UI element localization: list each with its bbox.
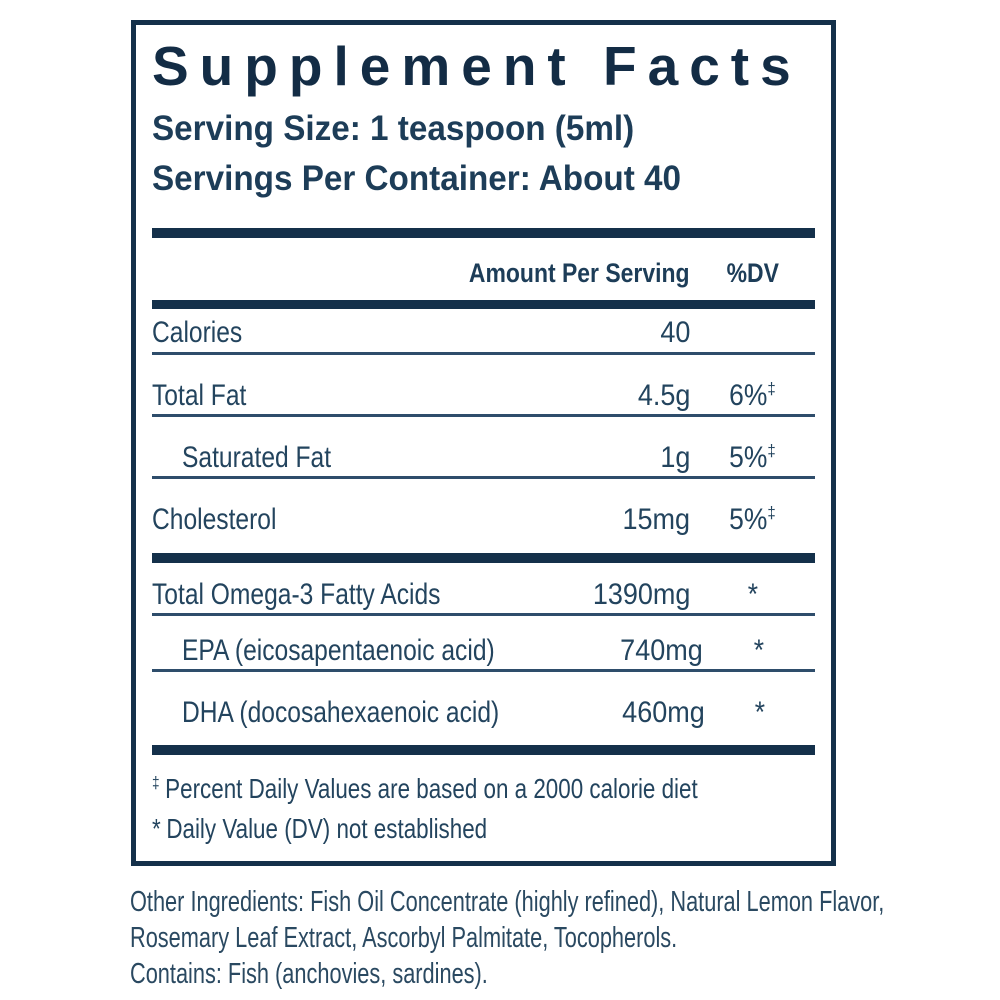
below-label-text: Other Ingredients: Fish Oil Concentrate … bbox=[130, 884, 1000, 992]
amount-per-serving-header: Amount Per Serving bbox=[469, 258, 690, 288]
footnote-asterisk: * Daily Value (DV) not established bbox=[152, 809, 682, 849]
table-row: Total Omega-3 Fatty Acids 1390mg * bbox=[152, 563, 815, 616]
table-row: EPA (eicosapentaenoic acid) 740mg * bbox=[152, 616, 815, 672]
row-amount: 1390mg bbox=[592, 578, 690, 611]
row-dv: * bbox=[754, 696, 766, 729]
table-row: Calories 40 bbox=[152, 309, 815, 355]
other-ingredients-line-1: Other Ingredients: Fish Oil Concentrate … bbox=[130, 886, 885, 918]
row-amount: 15mg bbox=[622, 503, 690, 536]
serving-info: Serving Size: 1 teaspoon (5ml) Servings … bbox=[152, 104, 815, 204]
row-amount: 40 bbox=[659, 316, 690, 349]
row-dv bbox=[690, 318, 815, 348]
supplement-facts-title: Supplement Facts bbox=[152, 35, 802, 97]
row-dv: 6%‡ bbox=[729, 379, 776, 412]
row-label: Total Omega-3 Fatty Acids bbox=[152, 578, 441, 611]
row-dv: 5%‡ bbox=[729, 503, 776, 536]
bottom-thick-divider bbox=[152, 745, 815, 755]
column-headers: Amount Per Serving %DV bbox=[152, 238, 815, 300]
footnote-dagger: ‡ Percent Daily Values are based on a 200… bbox=[152, 769, 698, 809]
row-amount: 740mg bbox=[620, 634, 703, 667]
row-label: Cholesterol bbox=[152, 503, 277, 536]
table-row: Cholesterol 15mg 5%‡ bbox=[152, 479, 815, 553]
asterisk-mark: * bbox=[152, 813, 161, 844]
footnote-dagger-text: Percent Daily Values are based on a 2000… bbox=[165, 773, 698, 804]
row-label: Total Fat bbox=[152, 379, 247, 412]
row-dv: * bbox=[753, 634, 764, 667]
other-ingredients-line-2: Rosemary Leaf Extract, Ascorbyl Palmitat… bbox=[130, 922, 678, 954]
label-box: Supplement Facts Serving Size: 1 teaspoo… bbox=[131, 20, 836, 866]
top-thick-divider bbox=[152, 228, 815, 238]
serving-size: Serving Size: 1 teaspoon (5ml) bbox=[152, 109, 635, 148]
contains-statement: Contains: Fish (anchovies, sardines). bbox=[130, 958, 488, 990]
row-label: Calories bbox=[152, 316, 243, 349]
servings-per-container: Servings Per Container: About 40 bbox=[152, 159, 682, 198]
percent-dv-header: %DV bbox=[726, 258, 779, 288]
row-amount: 460mg bbox=[622, 696, 706, 729]
mid-thick-divider bbox=[152, 553, 815, 563]
row-label: Saturated Fat bbox=[182, 441, 332, 474]
dagger-mark: ‡ bbox=[152, 772, 160, 792]
table-row: Saturated Fat 1g 5%‡ bbox=[152, 417, 815, 479]
table-row: Total Fat 4.5g 6%‡ bbox=[152, 355, 815, 417]
header-thick-divider bbox=[152, 300, 815, 309]
row-dv: * bbox=[747, 578, 758, 611]
row-label: DHA (docosahexaenoic acid) bbox=[182, 696, 500, 729]
row-dv: 5%‡ bbox=[729, 441, 776, 474]
row-amount: 4.5g bbox=[637, 379, 690, 412]
nutrient-rows-section: Calories 40 Total Fat 4.5g 6%‡ Saturated… bbox=[152, 309, 815, 553]
table-row: DHA (docosahexaenoic acid) 460mg * bbox=[152, 672, 815, 745]
footnotes: ‡ Percent Daily Values are based on a 200… bbox=[152, 769, 815, 849]
row-label: EPA (eicosapentaenoic acid) bbox=[182, 634, 495, 667]
row-amount: 1g bbox=[659, 441, 690, 474]
omega-rows-section: Total Omega-3 Fatty Acids 1390mg * EPA (… bbox=[152, 563, 815, 745]
footnote-asterisk-text: Daily Value (DV) not established bbox=[166, 813, 488, 844]
